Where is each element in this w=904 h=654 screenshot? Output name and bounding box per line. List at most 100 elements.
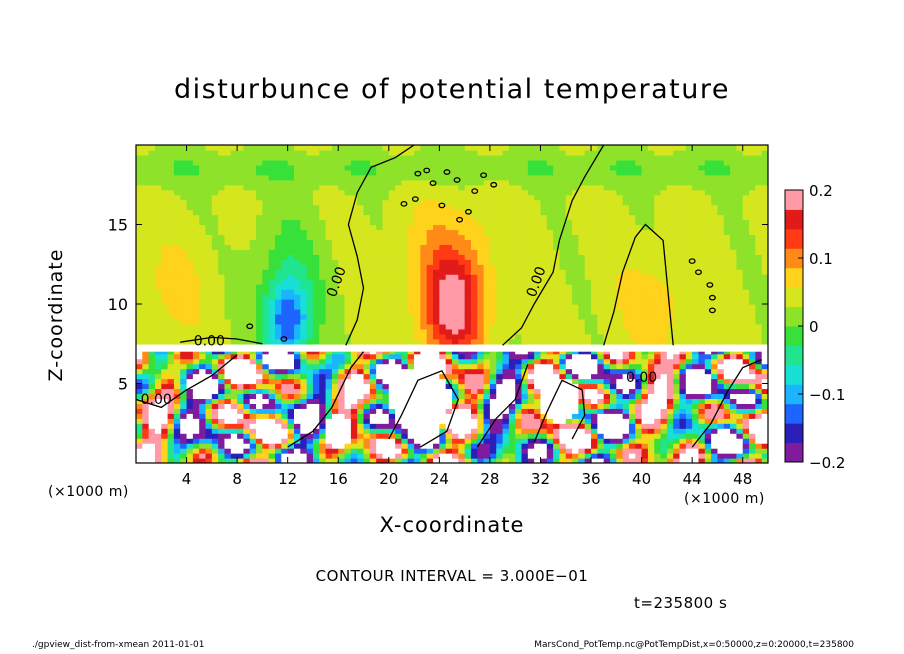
heatmap-cell xyxy=(439,284,447,290)
heatmap-cell xyxy=(610,274,617,280)
heatmap-cell xyxy=(439,373,447,380)
heatmap-cell xyxy=(148,149,156,156)
heatmap-cell xyxy=(521,308,529,315)
heatmap-cell xyxy=(597,313,605,320)
heatmap-cell xyxy=(578,458,586,463)
heatmap-cell xyxy=(433,398,440,404)
heatmap-cell xyxy=(420,398,428,404)
heatmap-cell xyxy=(344,229,352,236)
heatmap-cell xyxy=(616,194,624,201)
heatmap-cell xyxy=(622,413,630,419)
heatmap-cell xyxy=(192,284,200,290)
heatmap-cell xyxy=(534,194,542,201)
heatmap-cell xyxy=(211,164,219,171)
heatmap-cell xyxy=(610,413,617,419)
heatmap-cell xyxy=(452,254,459,260)
heatmap-cell xyxy=(603,224,611,231)
heatmap-cell xyxy=(572,145,579,151)
heatmap-cell xyxy=(224,259,232,265)
heatmap-cell xyxy=(616,164,624,171)
heatmap-cell xyxy=(218,194,226,201)
heatmap-cell xyxy=(312,149,320,156)
heatmap-cell xyxy=(433,353,440,360)
heatmap-cell xyxy=(281,174,289,181)
heatmap-cell xyxy=(483,229,491,236)
heatmap-cell xyxy=(534,234,542,241)
heatmap-cell xyxy=(369,174,377,181)
heatmap-cell xyxy=(180,378,188,385)
heatmap-cell xyxy=(186,433,194,439)
heatmap-cell xyxy=(578,284,586,290)
heatmap-cell xyxy=(211,433,219,439)
heatmap-cell xyxy=(496,423,504,429)
heatmap-cell xyxy=(546,418,554,424)
heatmap-cell xyxy=(376,154,384,161)
heatmap-cell xyxy=(553,229,561,236)
heatmap-cell xyxy=(237,428,245,434)
heatmap-cell xyxy=(546,363,554,370)
heatmap-cell xyxy=(154,154,162,161)
heatmap-cell xyxy=(546,184,554,191)
heatmap-cell xyxy=(578,438,586,444)
heatmap-cell xyxy=(344,333,352,340)
heatmap-cell xyxy=(161,393,169,400)
heatmap-cell xyxy=(186,328,194,335)
heatmap-cell xyxy=(382,184,390,191)
heatmap-cell xyxy=(369,264,377,270)
heatmap-cell xyxy=(622,453,630,459)
heatmap-cell xyxy=(154,244,162,250)
heatmap-cell xyxy=(338,304,346,310)
heatmap-cell xyxy=(338,154,346,161)
heatmap-cell xyxy=(224,199,232,206)
heatmap-cell xyxy=(306,383,314,390)
heatmap-cell xyxy=(534,219,542,226)
heatmap-cell xyxy=(445,199,453,206)
heatmap-cell xyxy=(527,289,535,295)
heatmap-cell xyxy=(401,338,409,345)
heatmap-cell xyxy=(249,264,257,270)
heatmap-cell xyxy=(527,264,535,270)
heatmap-cell xyxy=(331,174,339,181)
heatmap-cell xyxy=(388,174,396,181)
heatmap-cell xyxy=(350,174,358,181)
heatmap-cell xyxy=(395,428,403,434)
heatmap-cell xyxy=(452,433,459,439)
heatmap-cell xyxy=(508,418,516,424)
heatmap-cell xyxy=(565,453,573,459)
heatmap-cell xyxy=(230,154,238,161)
heatmap-cell xyxy=(363,308,371,315)
heatmap-cell xyxy=(306,179,314,186)
heatmap-cell xyxy=(287,184,295,191)
heatmap-cell xyxy=(369,254,377,260)
heatmap-cell xyxy=(414,299,421,305)
heatmap-cell xyxy=(369,453,377,459)
heatmap-cell xyxy=(376,149,384,156)
heatmap-cell xyxy=(597,458,605,463)
heatmap-cell xyxy=(167,328,175,335)
heatmap-cell xyxy=(249,453,257,459)
heatmap-cell xyxy=(540,443,548,449)
heatmap-cell xyxy=(312,224,320,231)
heatmap-cell xyxy=(224,224,232,231)
heatmap-cell xyxy=(344,159,352,166)
heatmap-cell xyxy=(344,308,352,315)
heatmap-cell xyxy=(268,214,276,221)
heatmap-cell xyxy=(268,289,276,295)
heatmap-cell xyxy=(325,418,333,424)
heatmap-cell xyxy=(572,204,579,211)
heatmap-cell xyxy=(420,328,428,335)
heatmap-cell xyxy=(300,453,308,459)
heatmap-cell xyxy=(439,313,447,320)
heatmap-cell xyxy=(350,145,358,151)
heatmap-cell xyxy=(433,169,440,176)
heatmap-cell xyxy=(508,194,516,201)
heatmap-cell xyxy=(540,398,548,404)
heatmap-cell xyxy=(414,169,421,176)
heatmap-cell xyxy=(161,269,169,275)
heatmap-cell xyxy=(211,189,219,196)
heatmap-cell xyxy=(230,249,238,255)
heatmap-cell xyxy=(338,224,346,231)
heatmap-cell xyxy=(161,318,169,325)
heatmap-cell xyxy=(148,219,156,226)
heatmap-cell xyxy=(344,269,352,275)
